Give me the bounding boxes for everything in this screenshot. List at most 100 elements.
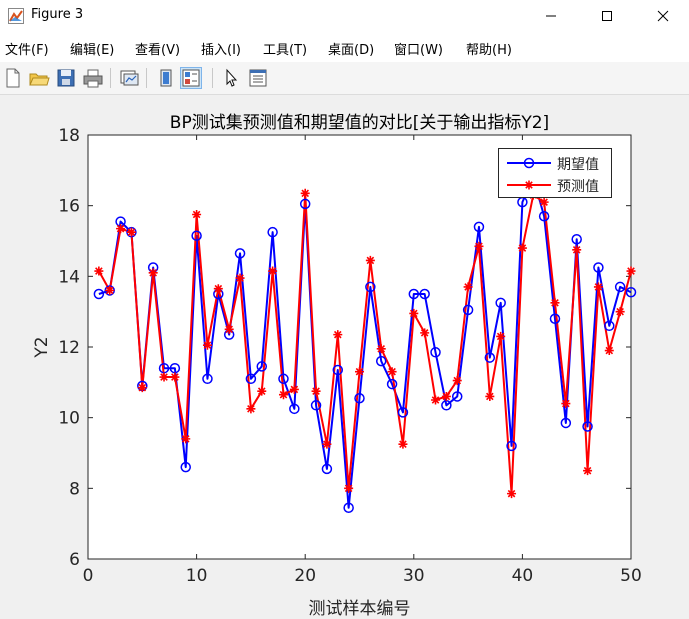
menu-window[interactable]: 窗口(W) (394, 43, 443, 58)
data-point-predicted (116, 224, 126, 234)
edit-plot-arrow-icon[interactable] (220, 67, 242, 89)
window-title-bar: Figure 3 (0, 0, 689, 32)
data-point-predicted (615, 307, 625, 317)
axes: 0 10 20 30 40 50 6 8 10 12 14 16 18 (58, 126, 641, 586)
data-point-expected (430, 347, 441, 358)
minimize-button[interactable] (528, 0, 574, 32)
data-point-predicted (517, 243, 527, 253)
data-point-predicted (333, 330, 343, 340)
y-tick-label: 18 (58, 126, 80, 146)
data-point-predicted (126, 227, 136, 237)
data-point-predicted (148, 268, 158, 278)
data-point-expected (289, 403, 300, 415)
plot-area (88, 135, 631, 559)
data-point-predicted (376, 344, 386, 354)
toolbar-separator (146, 68, 147, 88)
data-point-expected (354, 392, 365, 404)
legend-entry-expected: 期望值 (499, 152, 611, 174)
data-point-predicted (192, 210, 202, 219)
menu-bar: 文件(F) 编辑(E) 查看(V) 插入(I) 工具(T) 桌面(D) 窗口(W… (0, 32, 689, 83)
close-icon (657, 10, 669, 22)
data-point-predicted (300, 188, 310, 198)
data-point-expected (484, 352, 496, 363)
legend-line-asterisk-icon (507, 180, 551, 190)
data-point-expected (397, 407, 409, 418)
data-point-expected (375, 355, 387, 367)
show-plot-tools-button[interactable] (180, 67, 202, 89)
data-point-predicted (507, 489, 517, 499)
data-point-expected (343, 502, 354, 514)
figure-toolbar (0, 62, 689, 95)
data-point-expected (473, 221, 485, 233)
x-tick-label: 0 (83, 566, 94, 586)
maximize-button[interactable] (584, 0, 630, 32)
data-point-expected (202, 373, 213, 385)
y-tick-label: 8 (69, 479, 80, 499)
data-point-predicted (409, 308, 419, 318)
menu-tools[interactable]: 工具(T) (263, 43, 308, 58)
menu-help[interactable]: 帮助(H) (466, 43, 512, 58)
show-plot-tools-icon (182, 69, 200, 87)
data-point-expected (310, 400, 322, 411)
data-point-expected (593, 262, 604, 273)
legend[interactable]: 期望值 预测值 (498, 148, 612, 198)
menu-view[interactable]: 查看(V) (135, 43, 181, 58)
property-inspector-icon[interactable] (247, 67, 269, 89)
save-icon[interactable] (55, 67, 77, 89)
legend-line-circle-icon (507, 157, 551, 169)
x-axis-label: 测试样本编号 (309, 599, 411, 619)
close-button[interactable] (640, 0, 686, 32)
link-plot-icon[interactable] (118, 67, 140, 89)
data-point-predicted (235, 273, 245, 283)
data-point-predicted (604, 346, 614, 356)
data-point-predicted (420, 328, 430, 338)
y-tick-label: 14 (58, 267, 80, 287)
open-file-icon[interactable] (28, 67, 50, 89)
data-point-predicted (170, 372, 180, 382)
legend-label-predicted: 预测值 (557, 179, 599, 195)
data-point-predicted (485, 391, 495, 401)
data-point-expected (614, 281, 626, 293)
menu-file[interactable]: 文件(F) (5, 43, 49, 58)
menu-desktop[interactable]: 桌面(D) (328, 43, 375, 58)
maximize-icon (602, 11, 612, 21)
data-point-predicted (539, 197, 549, 207)
data-point-expected (191, 230, 202, 241)
x-tick-label: 50 (620, 566, 642, 586)
menu-edit[interactable]: 编辑(E) (70, 43, 115, 58)
data-point-expected (93, 288, 105, 300)
data-point-predicted (289, 384, 299, 394)
hide-plot-tools-icon[interactable] (155, 67, 177, 89)
data-point-expected (495, 297, 506, 309)
data-point-predicted (365, 255, 375, 265)
data-point-expected (582, 421, 593, 432)
y-tick-label: 6 (69, 550, 80, 570)
data-point-expected (332, 364, 344, 376)
data-point-predicted (181, 434, 191, 444)
data-point-expected (245, 373, 257, 385)
data-point-expected (321, 463, 333, 475)
x-tick-label: 10 (186, 566, 208, 586)
data-point-predicted (550, 298, 560, 308)
data-point-predicted (496, 331, 506, 341)
data-point-expected (365, 281, 376, 293)
data-point-expected (180, 461, 191, 473)
x-tick-label: 40 (512, 566, 534, 586)
data-point-predicted (387, 367, 397, 377)
data-point-predicted (213, 284, 223, 294)
data-point-expected (506, 440, 517, 452)
data-point-predicted (398, 439, 408, 449)
menu-insert[interactable]: 插入(I) (201, 43, 241, 58)
data-point-expected (256, 361, 268, 372)
data-point-predicted (322, 439, 332, 449)
print-icon[interactable] (82, 67, 104, 89)
data-point-predicted (593, 282, 603, 292)
new-figure-icon[interactable] (2, 67, 24, 89)
minimize-icon (546, 15, 556, 17)
data-point-predicted (572, 245, 582, 255)
data-point-expected (538, 211, 550, 222)
data-point-predicted (583, 466, 593, 476)
data-point-predicted (246, 404, 256, 414)
toolbar-separator (212, 68, 213, 88)
data-point-predicted (474, 241, 484, 251)
